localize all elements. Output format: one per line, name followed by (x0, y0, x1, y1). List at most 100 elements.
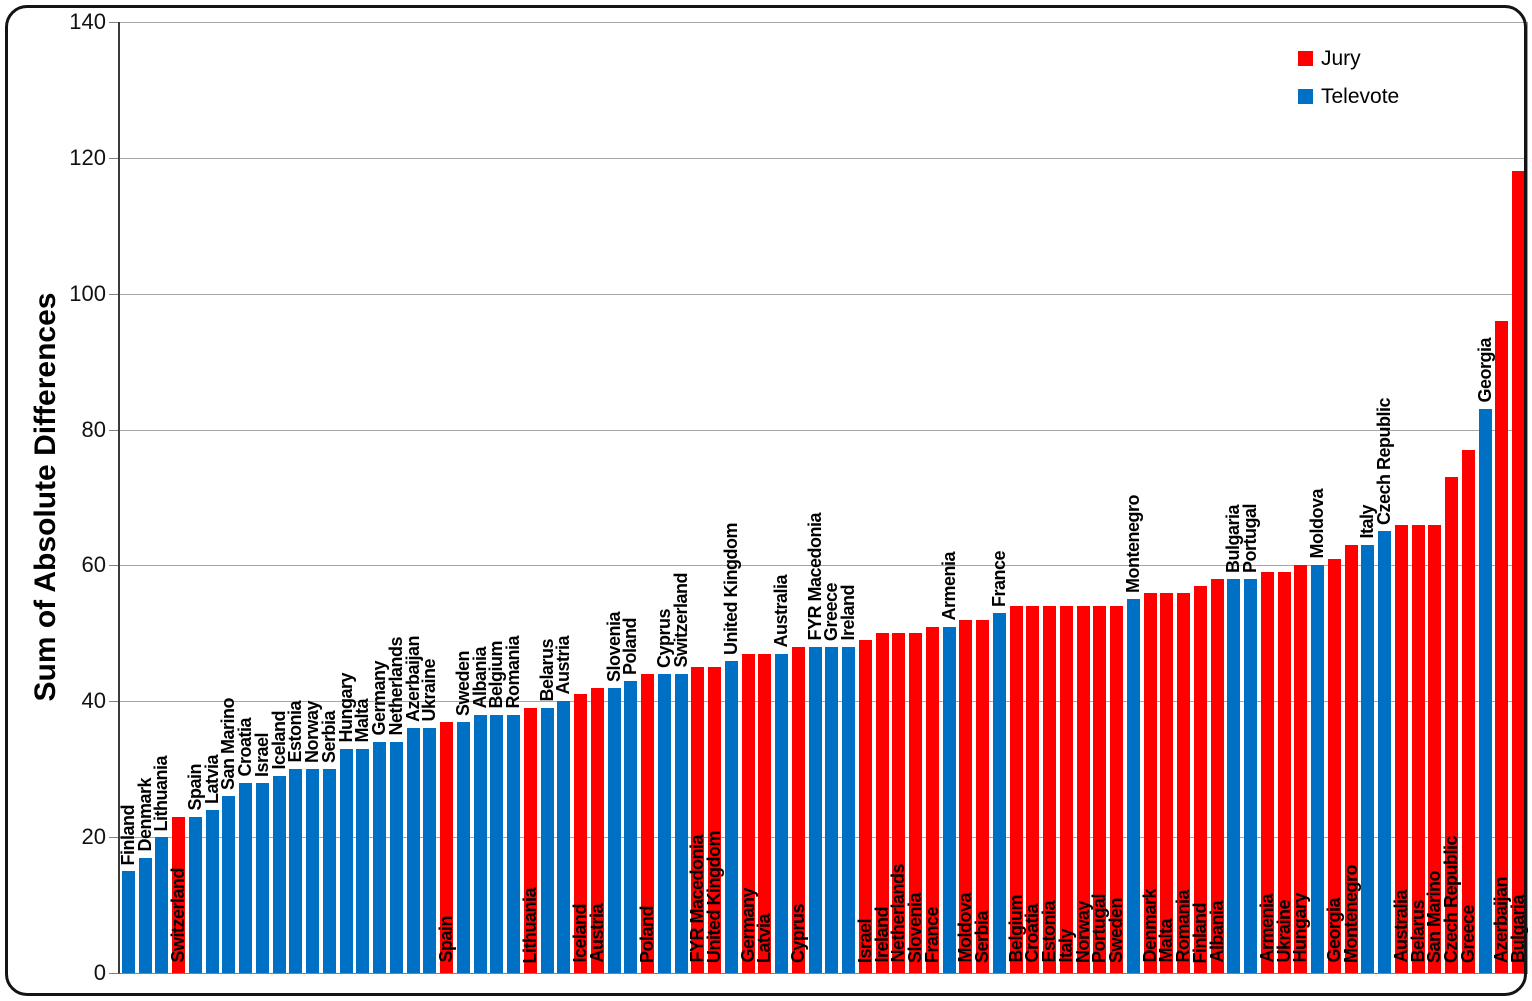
bar-israel-jury (858, 640, 872, 973)
bar-ukraine-jury (1277, 572, 1291, 973)
bar-azerbaijan-televote (406, 728, 420, 973)
gridline-120 (120, 157, 1527, 159)
bar-georgia-jury (1327, 559, 1341, 973)
legend: Jury Televote (1298, 48, 1399, 107)
legend-label-televote: Televote (1321, 85, 1400, 108)
bar-spain-televote (188, 817, 202, 973)
bar-label-lithuania-televote: Lithuania (151, 755, 172, 832)
bar-spain-jury (440, 722, 454, 973)
bar-netherlands-televote (389, 742, 403, 973)
gridline-80 (120, 429, 1527, 431)
y-tick-label-0: 0 (93, 960, 106, 985)
bar-label-austria-televote: Austria (553, 636, 574, 695)
bar-label-sweden-jury: Sweden (1106, 897, 1127, 963)
bar-label-hungary-jury: Hungary (1290, 893, 1311, 963)
bar-united-kingdom-jury (708, 667, 722, 973)
gridline-20 (120, 837, 1527, 839)
bar-romania-jury (1177, 593, 1191, 973)
bar-lithuania-jury (523, 708, 537, 973)
y-tick-mark-100 (109, 293, 118, 295)
bar-belgium-jury (1009, 606, 1023, 973)
bar-czech-republic-jury (1445, 477, 1459, 973)
y-tick-label-120: 120 (69, 144, 106, 170)
bar-label-armenia-televote: Armenia (938, 552, 959, 621)
legend-item-jury: Jury (1298, 48, 1399, 69)
y-tick-label-140: 140 (69, 9, 106, 34)
bar-label-portugal-televote: Portugal (1240, 503, 1261, 573)
bar-iceland-televote (272, 776, 286, 973)
bar-romania-televote (507, 715, 521, 973)
gridline-140 (120, 22, 1527, 23)
bar-bulgaria-televote (1227, 579, 1241, 973)
bar-switzerland-televote (674, 674, 688, 973)
bar-label-france-jury: France (921, 906, 942, 963)
bar-malta-televote (356, 749, 370, 973)
bar-switzerland-jury (172, 817, 186, 973)
bar-label-georgia-televote: Georgia (1474, 338, 1495, 403)
bar-france-televote (992, 613, 1006, 973)
bar-germany-jury (741, 654, 755, 973)
bar-australia-televote (775, 654, 789, 973)
y-tick-label-60: 60 (81, 552, 106, 578)
bar-label-france-televote: France (988, 550, 1009, 607)
bar-czech-republic-televote (1378, 531, 1392, 973)
bar-albania-jury (1210, 579, 1224, 973)
bar-portugal-jury (1093, 606, 1107, 973)
bar-azerbaijan-jury (1495, 321, 1509, 973)
bar-label-greece-jury: Greece (1457, 904, 1478, 963)
bar-austria-televote (557, 701, 571, 973)
bar-label-czech-republic-televote: Czech Republic (1374, 397, 1395, 525)
bar-montenegro-jury (1344, 545, 1358, 973)
bar-label-united-kingdom-jury: United Kingdom (704, 831, 725, 963)
bar-label-montenegro-televote: Montenegro (1122, 495, 1143, 593)
bar-label-cyprus-jury: Cyprus (787, 903, 808, 963)
bar-label-montenegro-jury: Montenegro (1340, 865, 1361, 963)
bar-poland-televote (624, 681, 638, 973)
bar-san-marino-jury (1428, 525, 1442, 973)
y-tick-mark-80 (109, 429, 118, 431)
legend-swatch-jury (1298, 51, 1313, 66)
y-tick-mark-40 (109, 701, 118, 703)
bar-denmark-jury (1143, 593, 1157, 973)
bar-united-kingdom-televote (724, 661, 738, 973)
bar-cyprus-jury (791, 647, 805, 973)
bar-moldova-jury (959, 620, 973, 973)
bar-label-romania-televote: Romania (503, 636, 524, 709)
bar-germany-televote (373, 742, 387, 973)
bar-label-latvia-jury: Latvia (754, 913, 775, 963)
y-tick-mark-140 (109, 22, 118, 23)
bar-label-switzerland-jury: Switzerland (168, 868, 189, 963)
bar-finland-jury (1193, 586, 1207, 973)
bar-label-austria-jury: Austria (586, 904, 607, 963)
bar-latvia-jury (758, 654, 772, 973)
y-tick-mark-0 (109, 973, 118, 974)
bar-croatia-televote (239, 783, 253, 973)
bar-estonia-jury (1043, 606, 1057, 973)
y-tick-label-80: 80 (81, 416, 106, 442)
legend-label-jury: Jury (1321, 47, 1361, 70)
bar-sweden-televote (456, 722, 470, 973)
bar-finland-televote (121, 871, 135, 973)
y-tick-mark-20 (109, 837, 118, 839)
bar-netherlands-jury (892, 633, 906, 973)
y-tick-label-20: 20 (81, 824, 106, 850)
bar-sweden-jury (1110, 606, 1124, 973)
bar-albania-televote (473, 715, 487, 973)
bar-ukraine-televote (423, 728, 437, 973)
bar-australia-jury (1394, 525, 1408, 973)
bar-label-poland-jury: Poland (637, 905, 658, 963)
bar-label-serbia-jury: Serbia (972, 910, 993, 963)
bar-label-switzerland-televote: Switzerland (670, 573, 691, 668)
bar-norway-televote (306, 769, 320, 973)
bar-israel-televote (255, 783, 269, 973)
bar-austria-jury (590, 688, 604, 973)
bar-label-moldova-televote: Moldova (1307, 489, 1328, 559)
legend-item-televote: Televote (1298, 86, 1399, 107)
plot-area: Finland Denmark Lithuania Switzerland Spain L… (118, 22, 1528, 974)
bar-label-poland-televote: Poland (620, 617, 641, 675)
bar-hungary-jury (1294, 565, 1308, 973)
bar-greece-jury (1461, 450, 1475, 973)
bar-belarus-jury (1411, 525, 1425, 973)
bar-belarus-televote (540, 708, 554, 973)
bar-denmark-televote (138, 858, 152, 973)
